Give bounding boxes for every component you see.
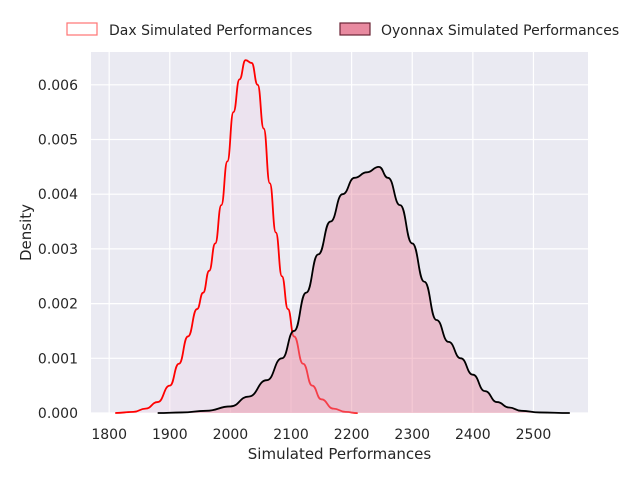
x-tick-label: 2400 — [455, 427, 491, 443]
legend-label-dax: Dax Simulated Performances — [109, 23, 312, 39]
y-tick-label: 0.003 — [38, 242, 78, 258]
x-tick-label: 2100 — [273, 427, 309, 443]
y-axis-label: Density — [17, 204, 35, 261]
x-tick-label: 2500 — [516, 427, 552, 443]
series-area-dax — [115, 60, 358, 414]
series-line-oyonnax — [157, 165, 570, 414]
x-axis-ticks: 1800 1900 2000 2100 2200 2300 2400 2500 — [91, 427, 551, 443]
y-tick-label: 0.004 — [38, 187, 78, 203]
series-layer — [115, 59, 570, 414]
y-tick-label: 0.005 — [38, 133, 78, 149]
legend: Dax Simulated Performances Oyonnax Simul… — [66, 22, 619, 39]
x-tick-label: 2000 — [213, 427, 249, 443]
y-tick-label: 0.006 — [38, 78, 78, 94]
x-tick-label: 1800 — [91, 427, 127, 443]
series-line-dax — [115, 59, 358, 414]
y-tick-label: 0.001 — [38, 351, 78, 367]
x-tick-label: 2200 — [334, 427, 370, 443]
series-area-oyonnax — [157, 166, 570, 413]
plot-background — [91, 52, 588, 413]
y-tick-label: 0.002 — [38, 297, 78, 313]
x-axis-label: Simulated Performances — [248, 445, 432, 463]
legend-label-oyonnax: Oyonnax Simulated Performances — [381, 23, 619, 39]
x-tick-label: 2300 — [394, 427, 430, 443]
y-axis-ticks: 0.000 0.001 0.002 0.003 0.004 0.005 0.006 — [38, 78, 78, 422]
legend-swatch-dax — [66, 22, 98, 36]
legend-swatch-oyonnax — [339, 22, 371, 36]
x-tick-label: 1900 — [152, 427, 188, 443]
y-tick-label: 0.000 — [38, 406, 78, 422]
